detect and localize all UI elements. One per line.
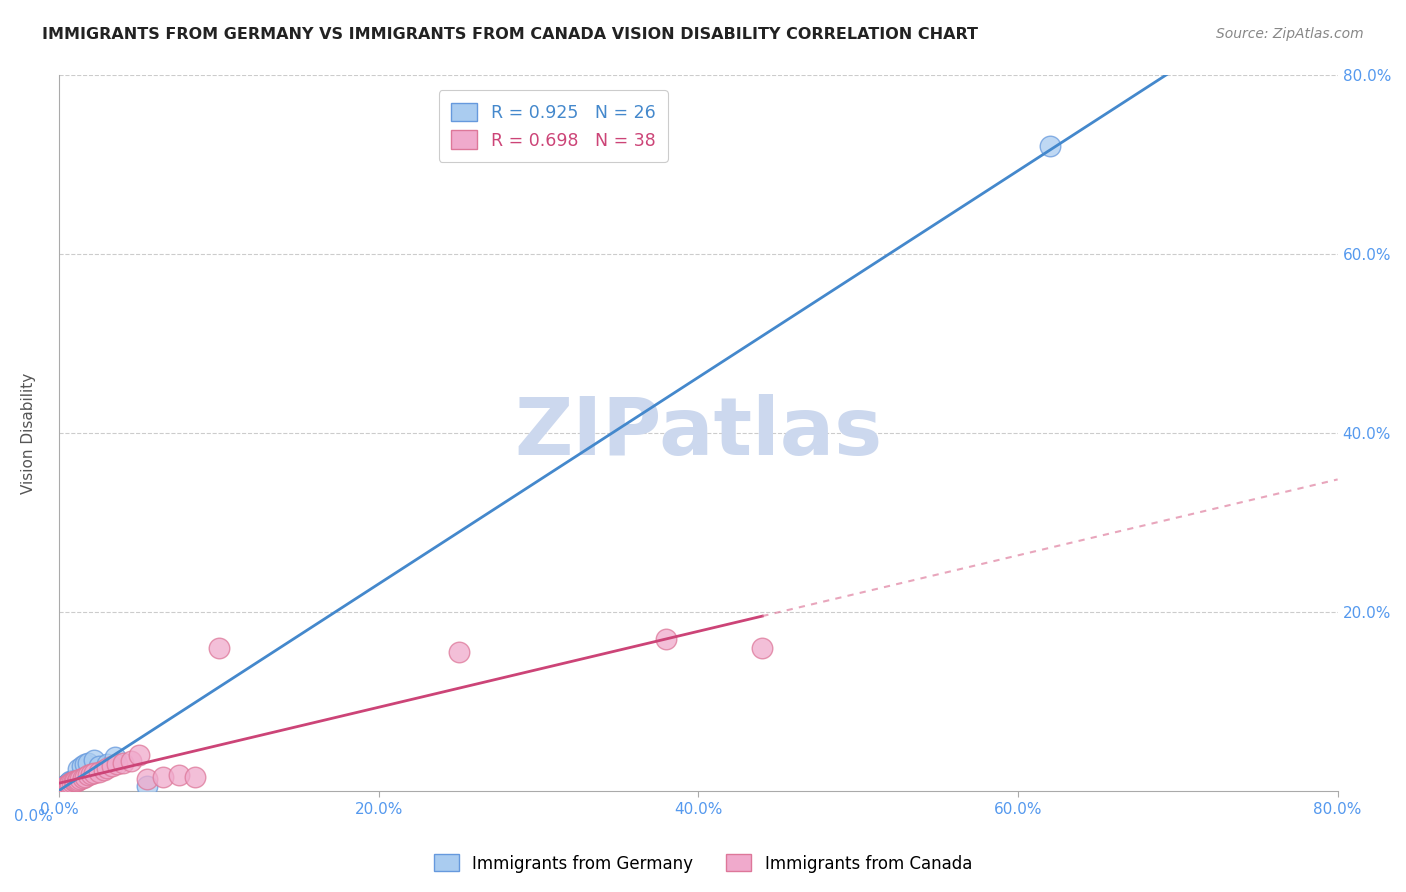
Point: [59, 774, 82, 789]
Point: [83, 753, 105, 767]
Text: IMMIGRANTS FROM GERMANY VS IMMIGRANTS FROM CANADA VISION DISABILITY CORRELATION : IMMIGRANTS FROM GERMANY VS IMMIGRANTS FR…: [42, 27, 979, 42]
Point: [51, 781, 73, 796]
Point: [105, 757, 128, 772]
Point: [73, 757, 96, 772]
Point: [208, 640, 231, 655]
Point: [112, 756, 135, 770]
Point: [77, 768, 100, 782]
Text: 0.0%: 0.0%: [14, 809, 53, 824]
Point: [96, 757, 118, 772]
Point: [89, 759, 111, 773]
Point: [53, 779, 76, 793]
Point: [152, 770, 174, 784]
Point: [56, 777, 79, 791]
Point: [55, 779, 77, 793]
Text: Source: ZipAtlas.com: Source: ZipAtlas.com: [1216, 27, 1364, 41]
Point: [67, 762, 90, 776]
Point: [55, 779, 77, 793]
Point: [136, 772, 159, 786]
Point: [60, 773, 83, 788]
Point: [53, 780, 76, 794]
Point: [96, 761, 118, 775]
Point: [66, 772, 89, 786]
Point: [136, 779, 159, 793]
Point: [49, 782, 72, 797]
Point: [62, 772, 84, 787]
Y-axis label: Vision Disability: Vision Disability: [21, 372, 35, 493]
Point: [62, 774, 84, 789]
Point: [58, 778, 80, 792]
Point: [58, 775, 80, 789]
Point: [89, 764, 111, 779]
Point: [51, 780, 73, 795]
Point: [59, 776, 82, 790]
Text: ZIPatlas: ZIPatlas: [515, 394, 883, 472]
Point: [70, 759, 93, 773]
Point: [72, 771, 94, 785]
Point: [751, 640, 773, 655]
Point: [83, 766, 105, 780]
Point: [80, 767, 103, 781]
Point: [1039, 139, 1062, 153]
Point: [56, 778, 79, 792]
Point: [69, 772, 91, 786]
Point: [184, 770, 207, 784]
Legend: R = 0.925   N = 26, R = 0.698   N = 38: R = 0.925 N = 26, R = 0.698 N = 38: [439, 90, 668, 162]
Point: [58, 776, 80, 790]
Point: [56, 778, 79, 792]
Point: [67, 772, 90, 787]
Point: [655, 632, 678, 646]
Point: [104, 750, 127, 764]
Point: [66, 773, 89, 788]
Point: [167, 768, 190, 782]
Point: [60, 775, 83, 789]
Point: [73, 770, 96, 784]
Point: [63, 772, 86, 787]
Point: [53, 780, 76, 795]
Point: [128, 748, 150, 763]
Point: [51, 781, 73, 796]
Point: [63, 773, 86, 788]
Point: [58, 777, 80, 791]
Point: [120, 754, 142, 768]
Point: [93, 763, 115, 777]
Point: [53, 780, 76, 794]
Point: [77, 756, 100, 770]
Legend: Immigrants from Germany, Immigrants from Canada: Immigrants from Germany, Immigrants from…: [427, 847, 979, 880]
Point: [447, 645, 470, 659]
Point: [49, 782, 72, 797]
Point: [51, 780, 73, 795]
Point: [55, 778, 77, 792]
Point: [101, 759, 124, 773]
Point: [56, 779, 79, 793]
